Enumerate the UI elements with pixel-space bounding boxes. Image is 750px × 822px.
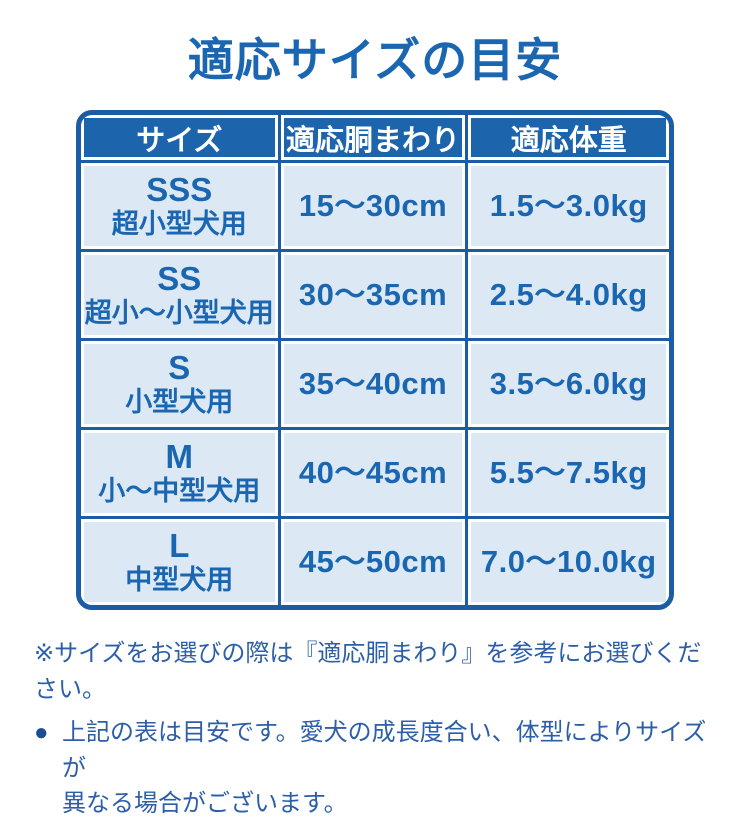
footnote-size-selection: ※サイズをお選びの際は『適応胴まわり』を参考にお選びください。 [34,640,702,703]
size-desc: 小型犬用 [125,387,234,418]
weight-value: 3.5〜6.0kg [489,365,648,401]
weight-value: 7.0〜10.0kg [480,543,657,579]
size-code: L [169,527,190,565]
footnote-line-1: 上記の表は目安です。愛犬の成長度合い、体型によりサイズが [62,719,707,782]
girth-value: 30〜35cm [298,276,448,312]
size-cell-sss: SSS 超小型犬用 [81,163,278,249]
size-desc: 小〜中型犬用 [98,476,261,507]
size-cell-m: M 小〜中型犬用 [81,430,278,516]
size-code: S [168,349,191,387]
girth-value: 35〜40cm [298,365,448,401]
size-code: SSS [146,171,213,209]
weight-cell-m: 5.5〜7.5kg [468,430,669,516]
weight-value: 1.5〜3.0kg [489,187,648,223]
girth-value: 15〜30cm [298,187,448,223]
girth-cell-l: 45〜50cm [280,519,466,605]
girth-cell-s: 35〜40cm [280,341,466,427]
girth-value: 40〜45cm [298,454,448,490]
girth-value: 45〜50cm [298,543,448,579]
header-cell-weight: 適応体重 [468,115,669,160]
footnotes: ※サイズをお選びの際は『適応胴まわり』を参考にお選びください。 ● 上記の表は目… [34,636,718,822]
header-cell-size: サイズ [81,115,278,160]
weight-cell-sss: 1.5〜3.0kg [468,163,669,249]
footnote-disclaimer: ● 上記の表は目安です。愛犬の成長度合い、体型によりサイズが異なる場合がございま… [34,715,718,822]
size-desc: 超小〜小型犬用 [84,298,274,329]
page-title: 適応サイズの目安 [187,34,563,86]
size-code: M [165,438,194,476]
girth-cell-sss: 15〜30cm [280,163,466,249]
size-desc: 中型犬用 [125,565,234,596]
size-cell-ss: SS 超小〜小型犬用 [81,252,278,338]
size-cell-s: S 小型犬用 [81,341,278,427]
weight-cell-l: 7.0〜10.0kg [468,519,669,605]
weight-value: 2.5〜4.0kg [489,276,648,312]
size-guide-table: サイズ 適応胴まわり 適応体重 SSS 超小型犬用 15〜30cm 1.5〜3.… [76,110,674,610]
header-cell-girth: 適応胴まわり [280,115,466,160]
size-cell-l: L 中型犬用 [81,519,278,605]
footnote-disclaimer-text: 上記の表は目安です。愛犬の成長度合い、体型によりサイズが異なる場合がございます。 [62,715,718,822]
girth-cell-ss: 30〜35cm [280,252,466,338]
weight-cell-ss: 2.5〜4.0kg [468,252,669,338]
weight-cell-s: 3.5〜6.0kg [468,341,669,427]
weight-value: 5.5〜7.5kg [489,454,648,490]
size-desc: 超小型犬用 [111,209,247,240]
bullet-icon: ● [34,719,49,747]
footnote-line-2: 異なる場合がございます。 [62,790,348,818]
girth-cell-m: 40〜45cm [280,430,466,516]
size-code: SS [157,260,202,298]
